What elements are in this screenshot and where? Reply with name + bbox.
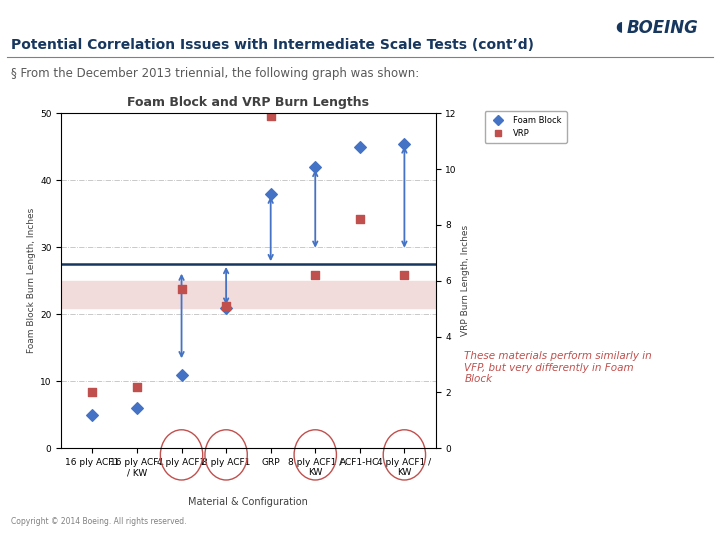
Text: BOEING: BOEING <box>626 19 698 37</box>
Title: Foam Block and VRP Burn Lengths: Foam Block and VRP Burn Lengths <box>127 97 369 110</box>
Point <box>310 271 321 280</box>
Point <box>399 271 410 280</box>
Legend: Foam Block, VRP: Foam Block, VRP <box>485 111 567 143</box>
Y-axis label: Foam Block Burn Length, Inches: Foam Block Burn Length, Inches <box>27 208 36 353</box>
Text: Copyright © 2014 Boeing. All rights reserved.: Copyright © 2014 Boeing. All rights rese… <box>11 517 186 526</box>
Text: These materials perform similarly in
VFP, but very differently in Foam
Block: These materials perform similarly in VFP… <box>464 351 652 384</box>
Text: § From the December 2013 triennial, the following graph was shown:: § From the December 2013 triennial, the … <box>11 68 419 80</box>
Point <box>354 143 366 151</box>
Point <box>265 190 276 198</box>
Point <box>265 112 276 120</box>
Point <box>176 285 187 293</box>
Point <box>131 382 143 391</box>
Text: ◖: ◖ <box>616 19 623 33</box>
Text: Potential Correlation Issues with Intermediate Scale Tests (cont’d): Potential Correlation Issues with Interm… <box>11 38 534 52</box>
Point <box>86 410 98 419</box>
Point <box>220 303 232 312</box>
Point <box>354 215 366 224</box>
X-axis label: Material & Configuration: Material & Configuration <box>189 497 308 507</box>
Point <box>220 301 232 310</box>
Point <box>131 404 143 413</box>
Point <box>176 370 187 379</box>
Point <box>310 163 321 171</box>
Point <box>399 139 410 148</box>
Y-axis label: VRP Burn Length, Inches: VRP Burn Length, Inches <box>461 225 470 336</box>
Point <box>86 388 98 397</box>
Bar <box>61 281 436 308</box>
